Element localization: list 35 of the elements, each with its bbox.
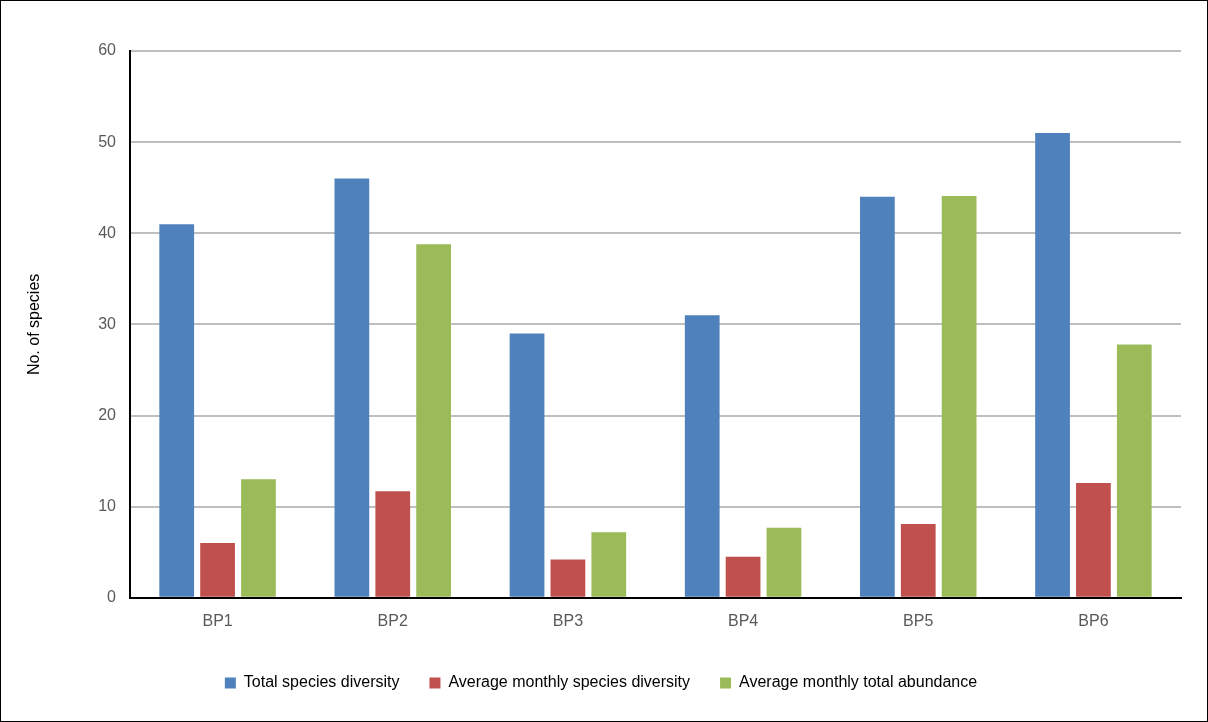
bar xyxy=(200,543,235,597)
bar xyxy=(941,195,977,597)
bar xyxy=(591,532,627,597)
bar xyxy=(1076,482,1111,597)
y-tick-label: 60 xyxy=(98,41,117,59)
bar xyxy=(684,315,720,597)
bar xyxy=(509,333,545,597)
bar xyxy=(1035,133,1070,597)
x-tick-label: BP4 xyxy=(727,611,759,629)
y-tick-label: 10 xyxy=(98,497,117,515)
bar xyxy=(375,491,411,597)
bar xyxy=(334,178,370,597)
bar xyxy=(725,556,761,597)
legend-label: Average monthly species diversity xyxy=(448,673,691,691)
y-tick-label: 30 xyxy=(98,314,117,332)
bar xyxy=(860,196,895,597)
x-tick-label: BP2 xyxy=(377,611,408,629)
bar xyxy=(241,479,276,597)
legend-label: Total species diversity xyxy=(243,673,400,691)
bar xyxy=(550,559,586,597)
bar xyxy=(900,523,936,597)
bar xyxy=(1116,344,1152,597)
y-axis-title: No. of species xyxy=(25,273,43,376)
y-tick-label: 20 xyxy=(98,405,117,423)
bar xyxy=(159,224,195,597)
x-tick-label: BP6 xyxy=(1078,611,1109,629)
x-tick-label: BP1 xyxy=(202,611,233,629)
bar xyxy=(766,527,802,597)
bar xyxy=(416,244,451,597)
legend-label: Average monthly total abundance xyxy=(739,673,978,691)
y-tick-label: 50 xyxy=(98,132,117,150)
y-tick-label: 40 xyxy=(98,223,117,241)
x-tick-label: BP3 xyxy=(552,611,584,629)
x-tick-label: BP5 xyxy=(903,611,934,629)
y-tick-label: 0 xyxy=(107,588,117,606)
